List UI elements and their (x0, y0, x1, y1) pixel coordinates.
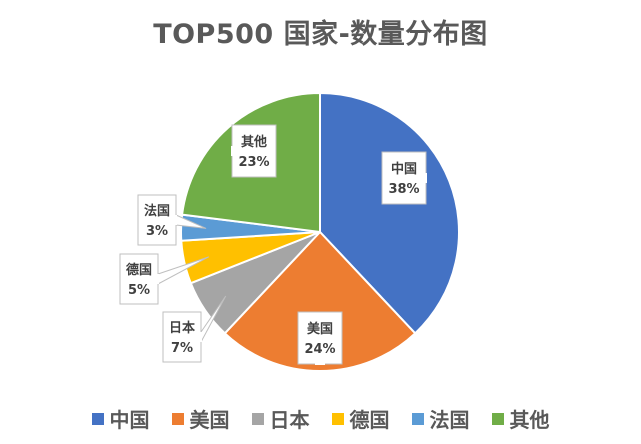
data-label-category: 法国 (144, 203, 170, 219)
data-label-japan: 日本 7% (162, 295, 227, 363)
data-label-value: 5% (128, 283, 150, 298)
legend-label: 法国 (429, 408, 470, 432)
chart-title: TOP500 国家-数量分布图 (153, 19, 488, 50)
legend-label: 其他 (509, 408, 550, 432)
data-label-category: 日本 (169, 320, 195, 336)
data-label-france: 法国 3% (137, 194, 207, 246)
data-label-category: 其他 (241, 134, 267, 150)
legend-label: 中国 (109, 408, 150, 432)
data-label-other: 其他 23% (231, 124, 277, 178)
legend-item-other: 其他 (491, 404, 550, 433)
legend-swatch (491, 412, 504, 425)
legend-item-china: 中国 (91, 404, 150, 433)
legend-item-germany: 德国 (331, 404, 390, 433)
data-label-category: 德国 (126, 262, 152, 278)
data-label-value: 23% (238, 155, 269, 170)
legend-swatch (331, 412, 344, 425)
data-label-germany: 德国 5% (119, 253, 210, 305)
data-label-category: 美国 (307, 321, 333, 337)
data-label-value: 3% (146, 224, 168, 239)
legend-label: 日本 (269, 408, 310, 432)
data-label-usa: 美国 24% (297, 311, 343, 365)
legend-label: 美国 (189, 408, 230, 432)
slice-usa (223, 230, 417, 372)
legend-item-france: 法国 (411, 404, 470, 433)
legend-item-usa: 美国 (171, 404, 230, 433)
legend-swatch (171, 412, 184, 425)
legend-swatch (411, 412, 424, 425)
legend-item-japan: 日本 (251, 404, 310, 433)
data-label-value: 38% (388, 182, 419, 197)
legend: 中国 美国 日本 德国 法国 其他 (0, 404, 641, 433)
legend-swatch (91, 412, 104, 425)
data-label-china: 中国 38% (381, 151, 427, 205)
data-label-category: 中国 (391, 161, 417, 177)
data-label-value: 7% (171, 341, 193, 356)
legend-label: 德国 (349, 408, 390, 432)
data-label-value: 24% (304, 342, 335, 357)
legend-swatch (251, 412, 264, 425)
